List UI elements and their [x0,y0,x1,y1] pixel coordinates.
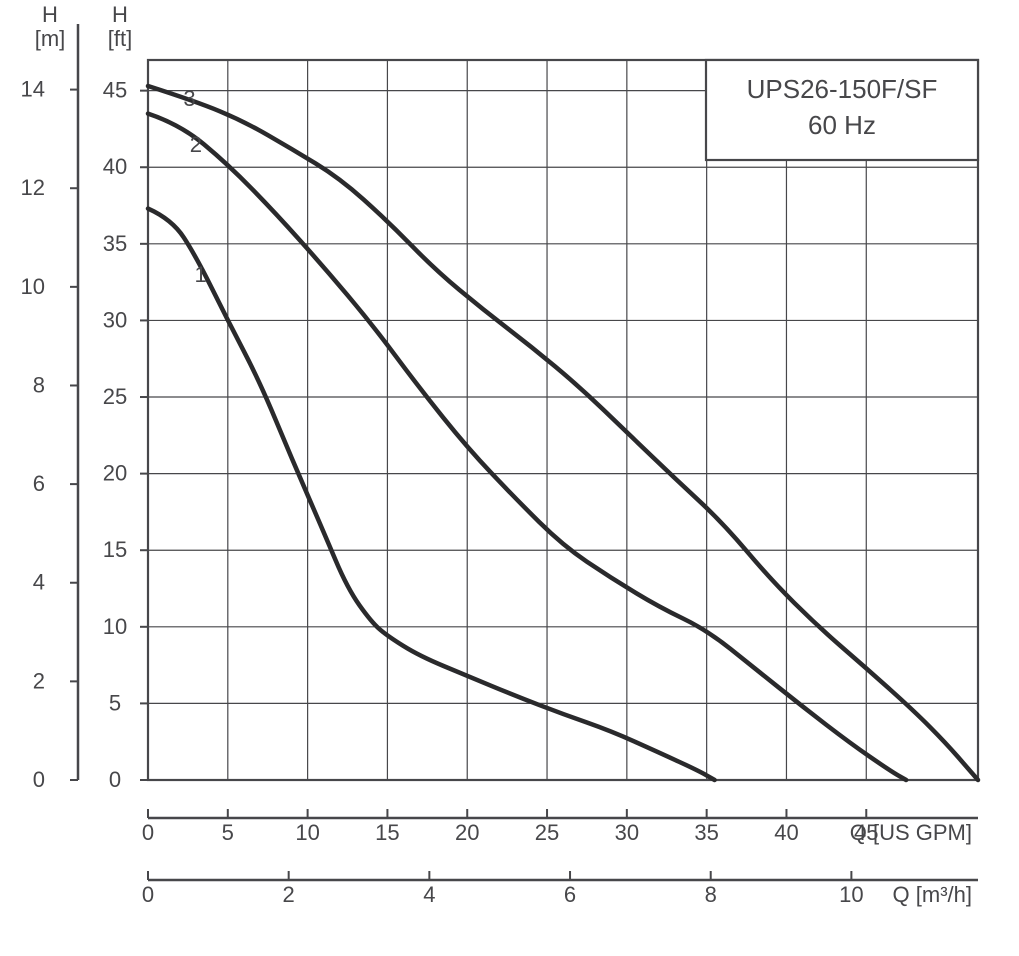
y-ft-tick-label: 35 [103,231,127,256]
y-ft-tick-label: 0 [109,767,121,792]
y-ft-tick-label: 30 [103,307,127,332]
curve-label-1: 1 [195,262,207,287]
x-gpm-tick-label: 35 [694,820,718,845]
y-m-tick-label: 2 [33,668,45,693]
y-ft-tick-label: 20 [103,461,127,486]
y-m-tick-label: 0 [33,767,45,792]
y-m-tick-label: 10 [21,274,45,299]
y-ft-tick-label: 45 [103,78,127,103]
pump-curve-chart: H[m]02468101214H[ft]05101520253035404505… [0,0,1019,956]
y-ft-tick-label: 40 [103,154,127,179]
y-ft-tick-label: 5 [109,690,121,715]
x-gpm-tick-label: 20 [455,820,479,845]
x-m3h-tick-label: 4 [423,882,435,907]
y-m-tick-label: 12 [21,175,45,200]
curve-label-2: 2 [190,132,202,157]
title-line-1: UPS26-150F/SF [747,74,938,104]
y-m-tick-label: 8 [33,372,45,397]
x-gpm-tick-label: 25 [535,820,559,845]
x-gpm-tick-label: 40 [774,820,798,845]
x-gpm-tick-label: 5 [222,820,234,845]
x-gpm-tick-label: 10 [295,820,319,845]
curve-label-3: 3 [183,86,195,111]
y-ft-tick-label: 10 [103,614,127,639]
x-m3h-tick-label: 2 [283,882,295,907]
y-m-tick-label: 14 [21,77,45,102]
x-gpm-tick-label: 30 [615,820,639,845]
x-m3h-tick-label: 6 [564,882,576,907]
x-axis-m3h-label: Q [m³/h] [893,882,972,907]
y-m-tick-label: 4 [33,570,45,595]
x-gpm-tick-label: 0 [142,820,154,845]
x-m3h-tick-label: 0 [142,882,154,907]
title-line-2: 60 Hz [808,110,876,140]
y-ft-tick-label: 15 [103,537,127,562]
x-axis-gpm-label: Q [US GPM] [850,820,972,845]
x-m3h-tick-label: 8 [705,882,717,907]
y-m-tick-label: 6 [33,471,45,496]
y-ft-tick-label: 25 [103,384,127,409]
x-gpm-tick-label: 15 [375,820,399,845]
x-m3h-tick-label: 10 [839,882,863,907]
